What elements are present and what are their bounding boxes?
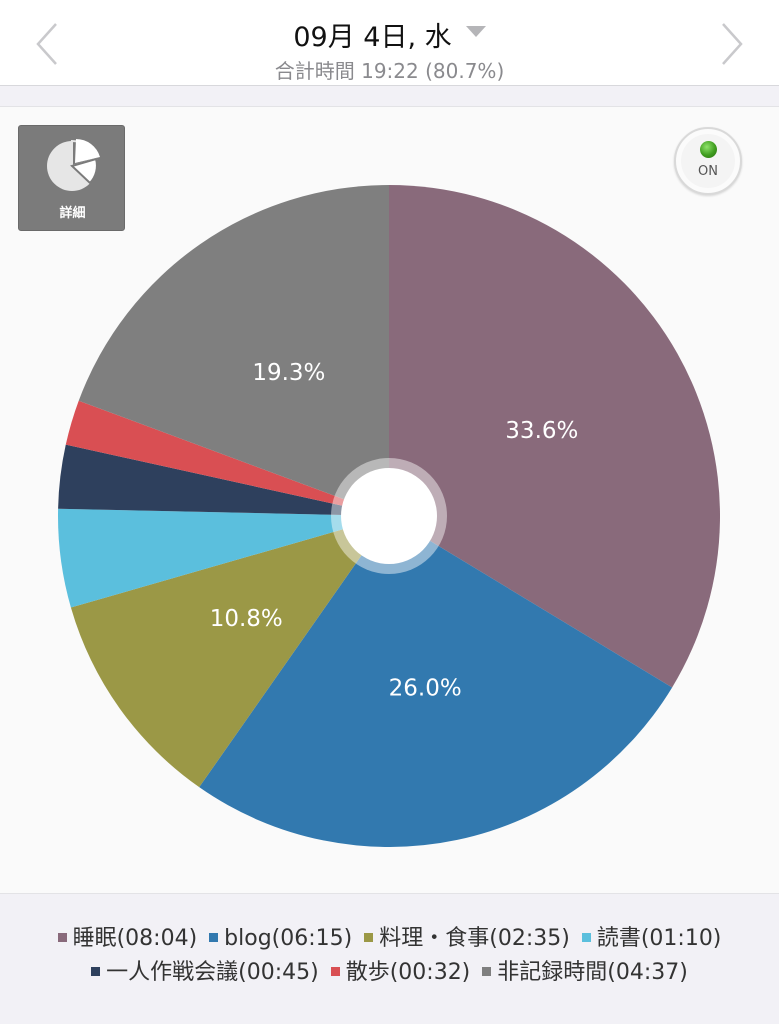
pie-slice[interactable]: [389, 185, 721, 688]
legend-swatch: [91, 967, 101, 976]
legend-item: 読書(01:10): [581, 920, 722, 952]
legend: 睡眠(08:04) blog(06:15) 料理・食事(02:35) 読書(01:10…: [0, 908, 779, 1008]
pie-slice[interactable]: [58, 444, 390, 516]
legend-label: 散歩(00:32): [345, 960, 471, 985]
legend-swatch: [330, 967, 340, 976]
legend-label: 読書(01:10): [596, 926, 722, 951]
legend-label: 睡眠(08:04): [72, 926, 198, 951]
legend-swatch: [209, 933, 219, 942]
next-day-arrow-icon[interactable]: [717, 20, 747, 68]
legend-label: blog(06:15): [224, 926, 353, 951]
pie-slice[interactable]: [199, 516, 673, 848]
legend-item: 非記録時間(04:37): [482, 954, 688, 986]
pie-slice[interactable]: [65, 400, 390, 516]
legend-row-2: 一人作戦会議(00:45) 散歩(00:32) 非記録時間(04:37): [0, 954, 779, 986]
legend-swatch: [57, 933, 67, 942]
pie-slice-percent-label: 26.0%: [389, 676, 462, 702]
legend-row-1: 睡眠(08:04) blog(06:15) 料理・食事(02:35) 読書(01:10…: [0, 920, 779, 952]
legend-item: blog(06:15): [209, 926, 352, 951]
total-time-subtitle: 合計時間 19:22 (80.7%): [274, 59, 505, 83]
detail-button[interactable]: 詳細: [18, 125, 125, 231]
pie-slice-percent-label: 33.6%: [505, 418, 578, 444]
date-dropdown-caret-icon[interactable]: [465, 26, 486, 37]
on-toggle-button[interactable]: ON: [674, 127, 742, 195]
pie-center-hole: [341, 468, 437, 564]
legend-item: 一人作戦会議(00:45): [91, 954, 319, 986]
previous-day-arrow-icon[interactable]: [32, 20, 62, 68]
pie-slice[interactable]: [57, 508, 389, 608]
green-led-icon: [700, 141, 717, 158]
pie-chart-icon: [47, 139, 100, 191]
legend-item: 料理・食事(02:35): [364, 920, 570, 952]
legend-swatch: [581, 933, 591, 942]
detail-button-label: 詳細: [59, 206, 86, 221]
pie-slice-percent-label: 10.8%: [210, 606, 283, 632]
legend-item: 散歩(00:32): [330, 954, 471, 986]
legend-label: 非記録時間(04:37): [497, 960, 688, 985]
legend-item: 睡眠(08:04): [57, 920, 198, 952]
pie-slice-percent-label: 19.3%: [252, 360, 325, 386]
legend-swatch: [364, 933, 374, 942]
date-text: 09月 4日, 水: [293, 22, 452, 53]
pie-slice[interactable]: [78, 185, 389, 516]
header-bar: 09月 4日, 水 合計時間 19:22 (80.7%): [0, 0, 779, 86]
legend-swatch: [482, 967, 492, 976]
toggle-label: ON: [698, 164, 718, 179]
date-title[interactable]: 09月 4日, 水: [0, 15, 779, 54]
pie-slice[interactable]: [70, 516, 389, 788]
legend-label: 一人作戦会議(00:45): [106, 960, 319, 985]
legend-label: 料理・食事(02:35): [379, 926, 570, 951]
